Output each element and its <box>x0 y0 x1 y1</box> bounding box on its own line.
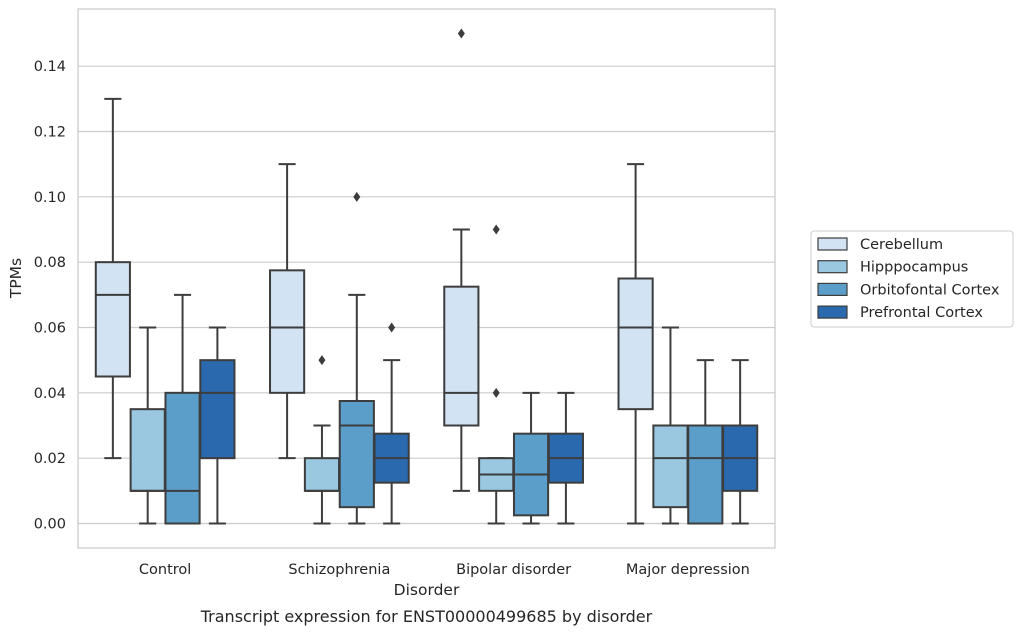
y-tick-label: 0.06 <box>34 321 66 337</box>
legend-label: Cerebellum <box>860 237 943 253</box>
legend-swatch <box>817 282 848 296</box>
box-2-0 <box>443 28 480 492</box>
box-2-2 <box>512 391 550 525</box>
box-iqr <box>94 261 131 378</box>
y-tick-label: 0.02 <box>34 451 66 467</box>
x-tick-label: Control <box>139 562 191 578</box>
y-tick-label: 0.14 <box>34 59 66 75</box>
outlier-point <box>318 355 326 366</box>
legend: Cerebellum Hipppocampus Orbitofontal Corte… <box>810 230 1014 328</box>
outlier-point <box>388 322 396 333</box>
chart-caption: Transcript expression for ENST0000049968… <box>200 607 653 626</box>
y-tick-label: 0.00 <box>34 517 66 533</box>
box-3-3 <box>722 359 759 525</box>
legend-frame <box>810 230 1014 328</box>
y-tick-label: 0.12 <box>34 125 66 141</box>
box-iqr <box>164 391 201 525</box>
x-tick-label: Major depression <box>626 562 750 578</box>
legend-swatch <box>817 260 848 274</box>
outlier-point <box>492 387 500 398</box>
legend-label: Orbitofontal Cortex <box>860 282 1000 298</box>
box-iqr <box>617 277 654 411</box>
legend-label: Hipppocampus <box>860 260 968 276</box>
y-tick-label: 0.08 <box>34 255 66 271</box>
outlier-point <box>457 28 465 39</box>
outlier-point <box>353 191 361 202</box>
box-iqr <box>129 408 166 492</box>
plot-frame <box>77 8 776 549</box>
box-iqr <box>338 400 375 509</box>
box-3-0 <box>617 163 654 525</box>
y-tick-label: 0.04 <box>34 386 66 402</box>
box-0-3 <box>199 326 236 525</box>
box-0-0 <box>94 97 131 460</box>
box-0-1 <box>129 326 166 525</box>
y-tick-labels: 0.00 0.02 0.04 0.06 0.08 0.10 0.12 0.14 <box>34 59 66 532</box>
box-groups <box>94 28 759 525</box>
box-1-0 <box>269 163 306 460</box>
outlier-point <box>492 224 500 235</box>
box-1-1 <box>303 355 341 525</box>
box-iqr <box>269 269 306 394</box>
box-0-2 <box>164 293 201 525</box>
box-iqr <box>443 285 480 427</box>
y-axis-label: TPMs <box>7 258 25 299</box>
legend-swatch <box>817 305 848 319</box>
box-iqr <box>652 424 689 509</box>
x-axis-label: Disorder <box>394 581 460 599</box>
y-tick-label: 0.10 <box>34 190 66 206</box>
box-1-3 <box>373 322 410 525</box>
x-tick-label: Schizophrenia <box>288 562 390 578</box>
box-iqr <box>303 457 341 492</box>
box-2-3 <box>547 391 584 525</box>
box-2-1 <box>478 224 515 525</box>
x-tick-label: Bipolar disorder <box>456 562 571 578</box>
x-tick-labels: Control Schizophrenia Bipolar disorder Majo… <box>139 562 750 578</box>
box-iqr <box>687 424 724 525</box>
box-iqr <box>199 359 236 460</box>
legend-label: Prefrontal Cortex <box>860 305 983 321</box>
box-3-2 <box>687 359 724 525</box>
box-1-2 <box>338 191 375 525</box>
box-3-1 <box>652 326 689 525</box>
legend-swatch <box>817 237 848 251</box>
